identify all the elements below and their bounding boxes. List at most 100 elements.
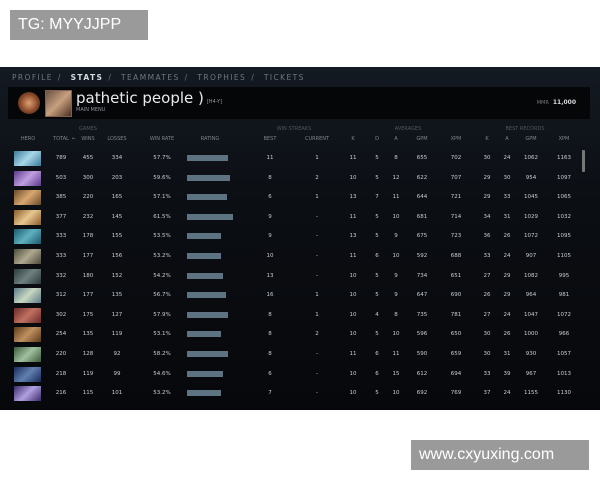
column-header-avg-deaths: D xyxy=(375,136,379,142)
rating-bar xyxy=(187,311,228,318)
cell-avg-assists: 8 xyxy=(394,155,398,161)
cell-best-assists: 39 xyxy=(503,370,511,377)
cell-best-kills: 33 xyxy=(483,253,491,259)
hero-portrait[interactable] xyxy=(14,268,41,284)
cell-avg-xpm: 659 xyxy=(450,351,462,357)
hero-portrait[interactable] xyxy=(14,209,41,225)
cell-avg-assists: 9 xyxy=(394,272,398,279)
hero-portrait[interactable] xyxy=(14,386,41,402)
hero-portrait[interactable] xyxy=(14,151,41,166)
hero-portrait[interactable] xyxy=(14,366,41,382)
stats-panel: PROFILE / STATS / TEAMMATES / TROPHIES / TIC… xyxy=(0,67,600,410)
scrollbar[interactable] xyxy=(582,150,585,172)
cell-best-streak: 9 xyxy=(268,233,272,240)
cell-best-kills: 30 xyxy=(483,351,491,357)
cell-avg-xpm: 769 xyxy=(450,390,462,397)
cell-current-streak: 1 xyxy=(315,155,319,161)
avatar[interactable] xyxy=(45,90,72,117)
cell-losses: 165 xyxy=(111,194,123,201)
cell-best-streak: 6 xyxy=(268,194,272,201)
cell-best-xpm: 1105 xyxy=(557,253,571,259)
cell-total: 789 xyxy=(55,155,67,161)
cell-current-streak: 1 xyxy=(315,292,319,299)
cell-avg-assists: 10 xyxy=(392,331,400,338)
cell-avg-xpm: 694 xyxy=(450,370,462,377)
nav-profile[interactable]: PROFILE xyxy=(12,73,53,82)
cell-best-gpm: 1047 xyxy=(524,311,538,318)
cell-current-streak: - xyxy=(316,253,318,259)
nav-trophies[interactable]: TROPHIES xyxy=(197,73,247,82)
cell-avg-kills: 10 xyxy=(349,331,357,338)
cell-avg-deaths: 5 xyxy=(375,155,379,161)
cell-avg-gpm: 590 xyxy=(416,351,428,357)
sort-arrow-icon: ← xyxy=(71,136,77,142)
hero-portrait[interactable] xyxy=(14,327,41,343)
rating-bar xyxy=(187,292,226,299)
cell-avg-gpm: 692 xyxy=(416,390,428,397)
cell-losses: 203 xyxy=(111,174,123,181)
cell-avg-assists: 11 xyxy=(392,194,400,201)
cell-best-xpm: 1130 xyxy=(557,390,571,397)
profile-nav: PROFILE / STATS / TEAMMATES / TROPHIES / TIC… xyxy=(12,73,305,82)
cell-wins: 455 xyxy=(82,155,94,161)
cell-best-kills: 37 xyxy=(483,390,491,397)
cell-best-xpm: 1095 xyxy=(557,233,571,240)
cell-best-assists: 26 xyxy=(503,233,511,240)
cell-avg-kills: 10 xyxy=(349,272,357,279)
hero-portrait[interactable] xyxy=(14,307,41,323)
cell-avg-assists: 15 xyxy=(392,370,400,377)
hero-portrait[interactable] xyxy=(14,347,41,362)
cell-losses: 101 xyxy=(111,390,123,397)
cell-best-kills: 30 xyxy=(483,331,491,338)
hero-portrait[interactable] xyxy=(14,190,41,206)
cell-current-streak: - xyxy=(316,213,318,220)
cell-avg-deaths: 5 xyxy=(375,272,379,279)
cell-avg-assists: 10 xyxy=(392,253,400,259)
nav-stats[interactable]: STATS xyxy=(70,73,104,82)
nav-tickets[interactable]: TICKETS xyxy=(263,73,305,82)
cell-total: 333 xyxy=(55,233,67,240)
cell-best-gpm: 1082 xyxy=(524,272,538,279)
hero-portrait[interactable] xyxy=(14,229,41,245)
cell-best-assists: 31 xyxy=(503,351,511,357)
cell-losses: 92 xyxy=(113,351,121,357)
cell-best-gpm: 1072 xyxy=(524,233,538,240)
hero-portrait[interactable] xyxy=(14,249,41,264)
cell-best-xpm: 1163 xyxy=(557,155,571,161)
player-header: pathetic people ) [H4-Y] MAIN MENU MMR 11,… xyxy=(8,87,590,119)
cell-avg-assists: 12 xyxy=(392,174,400,181)
cell-avg-kills: 11 xyxy=(349,253,357,259)
cell-avg-deaths: 6 xyxy=(375,253,379,259)
cell-avg-assists: 8 xyxy=(394,311,398,318)
group-header-games: GAMES xyxy=(79,126,97,132)
cell-best-kills: 33 xyxy=(483,370,491,377)
cell-avg-assists: 9 xyxy=(394,233,398,240)
hero-portrait[interactable] xyxy=(14,170,41,186)
cell-best-streak: 8 xyxy=(268,351,272,357)
cell-current-streak: - xyxy=(316,370,318,377)
cell-win-rate: 59.6% xyxy=(153,174,171,181)
cell-best-gpm: 964 xyxy=(525,292,537,299)
main-menu-link[interactable]: MAIN MENU xyxy=(76,107,106,113)
cell-best-xpm: 1072 xyxy=(557,311,571,318)
cell-best-gpm: 1062 xyxy=(524,155,538,161)
cell-avg-kills: 13 xyxy=(349,233,357,240)
cell-win-rate: 61.5% xyxy=(153,213,171,220)
cell-avg-deaths: 6 xyxy=(375,351,379,357)
group-header-streaks: WIN STREAKS xyxy=(276,126,312,132)
hero-portrait[interactable] xyxy=(14,288,41,304)
cell-best-gpm: 930 xyxy=(525,351,537,357)
cell-total: 220 xyxy=(55,351,67,357)
cell-best-streak: 7 xyxy=(268,390,272,397)
column-header-avg-assists: A xyxy=(394,136,398,142)
cell-avg-kills: 11 xyxy=(349,213,357,220)
column-header-best-streak: BEST xyxy=(263,136,277,142)
cell-best-gpm: 1000 xyxy=(524,331,538,338)
nav-teammates[interactable]: TEAMMATES xyxy=(121,73,180,82)
cell-best-kills: 29 xyxy=(483,194,491,201)
column-header-losses: LOSSES xyxy=(107,136,127,142)
cell-win-rate: 57.1% xyxy=(153,194,171,201)
cell-avg-xpm: 721 xyxy=(450,194,462,201)
cell-avg-assists: 10 xyxy=(392,390,400,397)
cell-best-streak: 9 xyxy=(268,213,272,220)
